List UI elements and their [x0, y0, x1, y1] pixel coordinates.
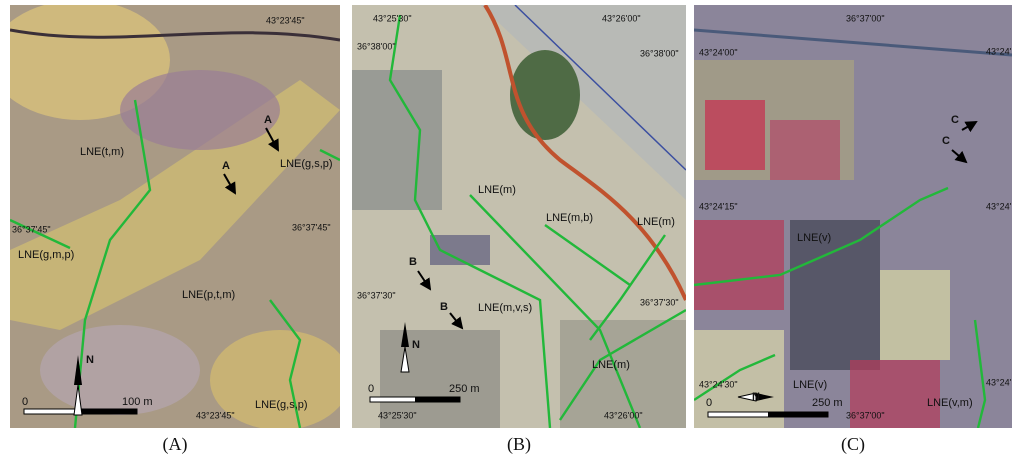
coordinate-label: 36°38'00"	[357, 41, 396, 51]
coordinate-label: 36°37'30"	[640, 297, 679, 307]
caption: (C)	[841, 434, 865, 455]
coordinate-label: 43°24'00"	[699, 47, 738, 57]
map-label: 0	[22, 396, 28, 408]
map-label: LNE(m)	[478, 184, 516, 196]
map-label: 250 m	[449, 383, 480, 395]
map-label: LNE(m)	[592, 359, 630, 371]
coordinate-label: 43°24'	[986, 377, 1012, 387]
map-label: 100 m	[122, 396, 153, 408]
coordinate-label: 36°37'00"	[846, 13, 885, 23]
map-label: LNE(p,t,m)	[182, 289, 235, 301]
marker-label: A	[264, 114, 272, 126]
coordinate-label: 43°26'00"	[602, 13, 641, 23]
map-label: LNE(v)	[793, 379, 827, 391]
coordinate-label: 43°23'45"	[266, 15, 305, 25]
map-label: LNE(t,m)	[80, 146, 124, 158]
marker-label: N	[412, 339, 420, 351]
coordinate-label: 36°37'30"	[357, 290, 396, 300]
marker-label: C	[951, 114, 959, 126]
caption: (A)	[163, 434, 188, 455]
map-label: LNE(v)	[797, 232, 831, 244]
marker-label: B	[409, 256, 417, 268]
map-label: 250 m	[812, 397, 843, 409]
coordinate-label: 36°37'45"	[12, 224, 51, 234]
coordinate-label: 43°24'	[986, 201, 1012, 211]
map-label: LNE(g,s,p)	[255, 399, 308, 411]
coordinate-label: 43°23'45"	[196, 410, 235, 420]
map-label: LNE(g,s,p)	[280, 158, 333, 170]
coordinate-label: 43°24'	[986, 46, 1012, 56]
map-label: LNE(m,b)	[546, 212, 593, 224]
map-label: 0	[706, 397, 712, 409]
coordinate-label: 36°38'00"	[640, 48, 679, 58]
panel-a-image	[0, 0, 350, 430]
marker-label: A	[222, 160, 230, 172]
coordinate-label: 43°26'00"	[604, 410, 643, 420]
map-label: LNE(g,m,p)	[18, 249, 74, 261]
map-label: LNE(v,m)	[927, 397, 973, 409]
marker-label: N	[752, 391, 760, 403]
caption: (B)	[507, 434, 531, 455]
marker-label: N	[86, 354, 94, 366]
figure: 43°23'45" LNE(t,m) A A LNE(g,s,p) 36°37'…	[0, 0, 1016, 459]
map-label: LNE(m)	[637, 216, 675, 228]
marker-label: C	[942, 135, 950, 147]
map-label: 0	[368, 383, 374, 395]
map-label: LNE(m,v,s)	[478, 302, 532, 314]
panel-c-image	[694, 5, 1012, 428]
coordinate-label: 43°24'15"	[699, 201, 738, 211]
coordinate-label: 36°37'00"	[846, 410, 885, 420]
coordinate-label: 43°25'30"	[373, 13, 412, 23]
coordinate-label: 36°37'45"	[292, 222, 331, 232]
coordinate-label: 43°24'30"	[699, 379, 738, 389]
marker-label: B	[440, 301, 448, 313]
coordinate-label: 43°25'30"	[378, 410, 417, 420]
